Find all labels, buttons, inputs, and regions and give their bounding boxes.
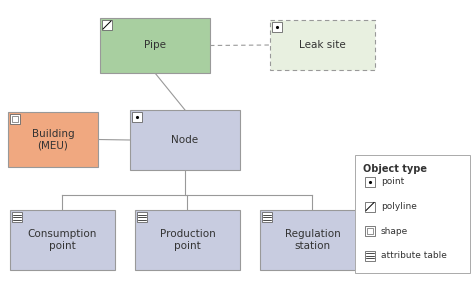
Bar xyxy=(262,212,272,222)
Text: polyline: polyline xyxy=(381,202,417,211)
Bar xyxy=(10,114,20,124)
Bar xyxy=(365,201,375,212)
Bar xyxy=(135,210,240,270)
Bar xyxy=(365,226,375,236)
Text: Building
(MEU): Building (MEU) xyxy=(32,129,74,150)
Text: Leak site: Leak site xyxy=(299,40,346,50)
Bar xyxy=(102,20,112,30)
Text: Pipe: Pipe xyxy=(144,40,166,51)
Bar xyxy=(137,212,147,222)
Bar xyxy=(355,155,470,273)
Text: point: point xyxy=(381,178,404,187)
Bar xyxy=(270,20,375,70)
Text: Regulation
station: Regulation station xyxy=(284,229,340,251)
Bar xyxy=(272,22,282,32)
Bar xyxy=(100,18,210,73)
Bar xyxy=(365,250,375,260)
Text: attribute table: attribute table xyxy=(381,251,447,260)
Text: Node: Node xyxy=(172,135,199,145)
Bar xyxy=(132,112,142,122)
Text: Production
point: Production point xyxy=(160,229,215,251)
Text: Consumption
point: Consumption point xyxy=(28,229,97,251)
Bar xyxy=(260,210,365,270)
Bar xyxy=(12,212,22,222)
Text: shape: shape xyxy=(381,226,408,235)
Bar xyxy=(12,116,18,122)
Text: Object type: Object type xyxy=(363,164,427,174)
Bar xyxy=(130,110,240,170)
Bar xyxy=(367,228,373,234)
Bar xyxy=(10,210,115,270)
Bar xyxy=(8,112,98,167)
Bar xyxy=(365,177,375,187)
